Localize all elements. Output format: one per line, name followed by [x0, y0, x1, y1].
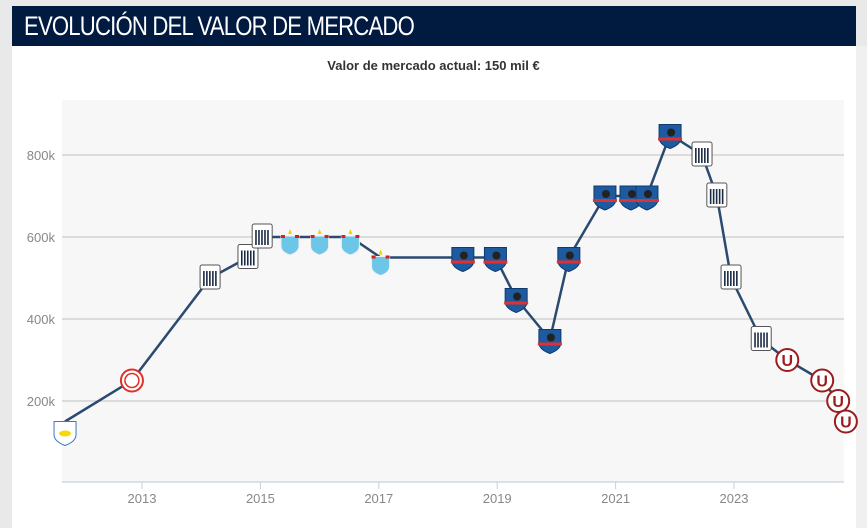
striped-shield-crest-icon[interactable]	[199, 264, 221, 290]
red-u-circle-crest-icon[interactable]: U	[810, 368, 835, 393]
sky-blue-star-crest-icon[interactable]	[280, 229, 300, 256]
red-circle-crest-icon[interactable]	[119, 368, 144, 393]
striped-shield-crest-icon[interactable]	[750, 326, 772, 351]
x-tick-label: 2019	[483, 491, 512, 506]
x-tick-label: 2013	[128, 491, 157, 506]
red-u-circle-crest-icon[interactable]: U	[775, 348, 800, 372]
striped-shield-crest-icon[interactable]	[251, 223, 273, 249]
blue-chief-crest-icon[interactable]	[450, 247, 475, 273]
scrollbar[interactable]	[856, 46, 867, 528]
x-tick-label: 2015	[246, 491, 275, 506]
red-u-circle-crest-icon[interactable]: U	[833, 409, 858, 434]
blue-chief-crest-icon[interactable]	[592, 185, 617, 211]
section-title: EVOLUCIÓN DEL VALOR DE MERCADO	[24, 10, 415, 41]
blue-chief-crest-icon[interactable]	[537, 329, 562, 355]
x-tick-label: 2023	[720, 491, 749, 506]
red-u-circle-crest-icon[interactable]: U	[826, 389, 851, 413]
current-market-value: Valor de mercado actual: 150 mil €	[327, 58, 540, 73]
y-tick-label: 800k	[27, 148, 56, 163]
svg-text:U: U	[832, 394, 844, 411]
blue-shield-crest-icon[interactable]	[53, 421, 77, 447]
striped-shield-crest-icon[interactable]	[691, 141, 713, 167]
blue-chief-crest-icon[interactable]	[658, 124, 683, 150]
blue-chief-crest-icon[interactable]	[504, 288, 529, 314]
section-header: EVOLUCIÓN DEL VALOR DE MERCADO	[12, 6, 856, 46]
y-tick-label: 200k	[27, 394, 56, 409]
sky-blue-star-crest-icon[interactable]	[310, 229, 330, 256]
y-tick-label: 400k	[27, 312, 56, 327]
plot-area	[62, 100, 844, 482]
striped-shield-crest-icon[interactable]	[720, 264, 742, 290]
svg-text:U: U	[816, 374, 828, 391]
blue-chief-crest-icon[interactable]	[483, 247, 508, 273]
striped-shield-crest-icon[interactable]	[237, 244, 259, 269]
striped-shield-crest-icon[interactable]	[706, 182, 728, 208]
y-tick-label: 600k	[27, 230, 56, 245]
sky-blue-star-crest-icon[interactable]	[340, 229, 360, 256]
blue-chief-crest-icon[interactable]	[634, 185, 659, 211]
svg-text:U: U	[781, 353, 793, 370]
x-tick-label: 2021	[601, 491, 630, 506]
x-tick-label: 2017	[364, 491, 393, 506]
blue-chief-crest-icon[interactable]	[556, 247, 581, 273]
svg-text:U: U	[840, 415, 852, 432]
sky-blue-star-crest-icon[interactable]	[371, 249, 391, 277]
